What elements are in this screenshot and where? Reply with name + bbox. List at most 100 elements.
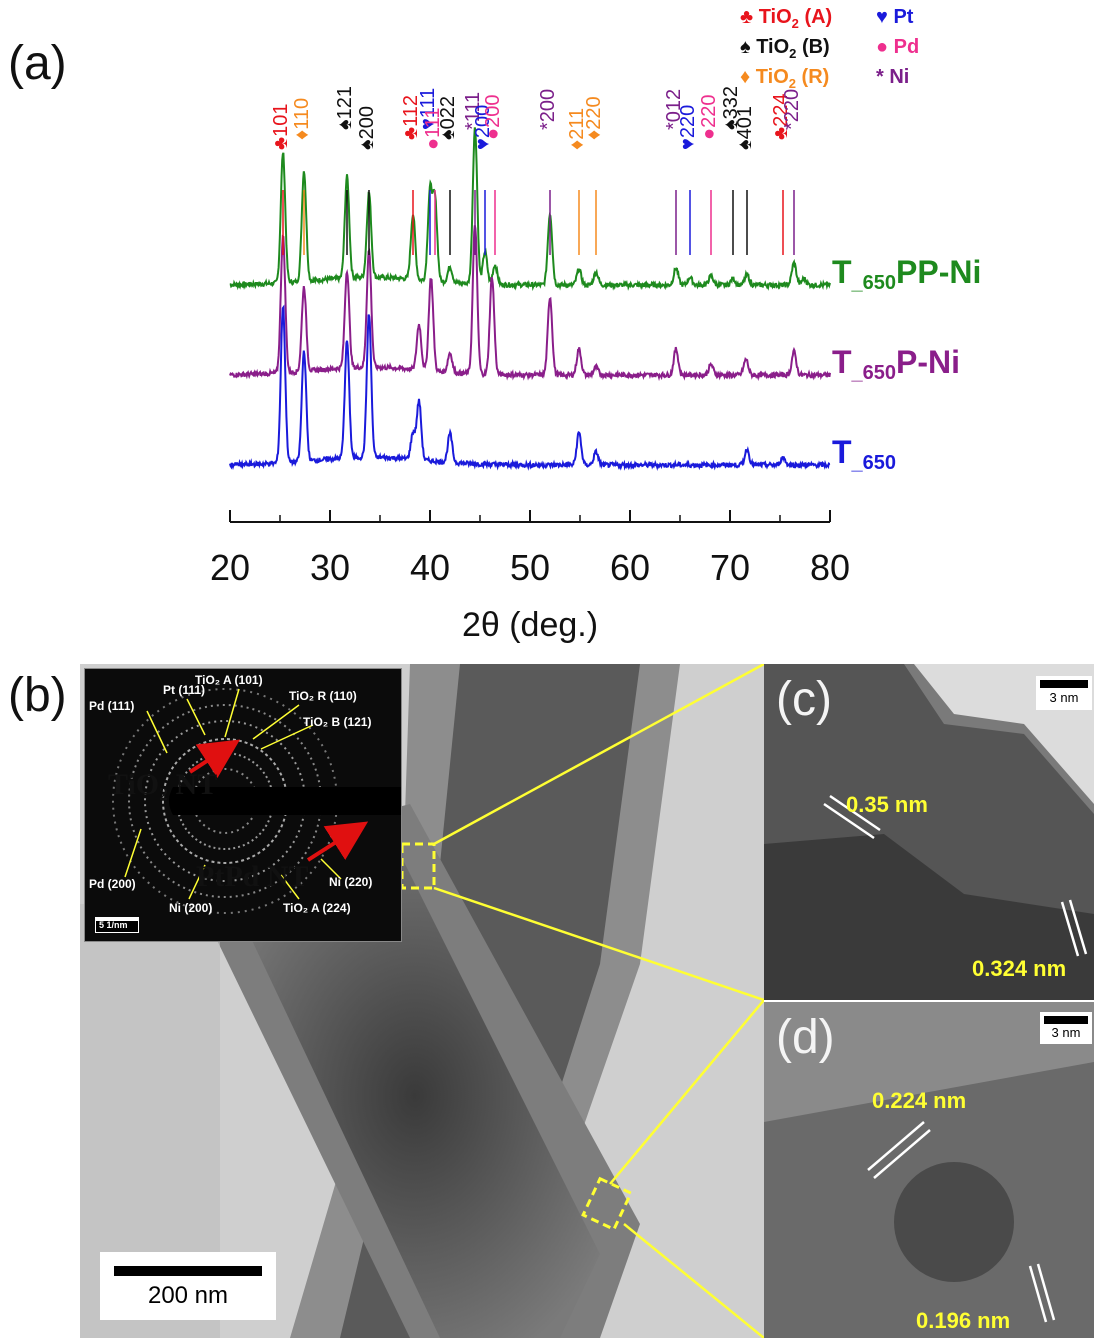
peak-hkl-label: ♣112	[400, 95, 422, 140]
peak-hkl-label: ♣224	[770, 94, 792, 141]
x-tick-label: 80	[810, 547, 850, 588]
heart-icon: ♥	[876, 6, 888, 28]
legend-item-pt: ♥ Pt	[876, 6, 913, 29]
peak-annotation: ♠022	[437, 96, 459, 255]
guide-line	[433, 886, 764, 1002]
legend-suffix: (R)	[795, 66, 830, 88]
legend-label: TiO	[758, 6, 792, 28]
saed-label-pd200: Pd (200)	[89, 877, 136, 891]
legend-label: Pd	[893, 36, 920, 58]
peak-annotation: ♣112	[400, 95, 422, 255]
hrtem-d: (d) 3 nm 0.224 nm 0.196 nm	[764, 1002, 1094, 1338]
legend-item-tio2-r: ♦ TiO2 (R)	[740, 66, 829, 91]
legend-label: Pt	[893, 6, 914, 28]
spade-icon: ♠	[740, 36, 751, 58]
panel-b-label: (b)	[8, 669, 67, 722]
peak-hkl-label: ♠121	[334, 86, 356, 130]
scale-bar-c: 3 nm	[1036, 676, 1092, 710]
peak-hkl-label: ●111	[422, 108, 444, 150]
d-spacing-c2: 0.324 nm	[972, 956, 1067, 981]
scale-bar-d-label: 3 nm	[1051, 1025, 1081, 1040]
peak-annotation: ●111	[422, 108, 444, 255]
hrtem-d-image	[764, 1002, 1094, 1338]
zoom-box-d	[581, 1176, 633, 1232]
peak-hkl-label: ♠401	[734, 106, 756, 150]
saed-scale-label: 5 1/nm	[99, 920, 128, 930]
panel-a-label: (a)	[8, 37, 67, 90]
peak-annotation: ♥111	[417, 88, 439, 255]
legend-item-pd: ● Pd	[876, 36, 919, 59]
peak-annotation: ♥200	[472, 105, 494, 255]
asterisk-icon: *	[876, 66, 884, 88]
zoom-box-c	[400, 842, 436, 890]
peak-annotation: ♣101	[270, 104, 292, 255]
panel-d-label: (d)	[776, 1011, 835, 1064]
peak-annotation: ●200	[482, 95, 504, 255]
peak-annotation: ♦211	[566, 108, 588, 255]
peak-annotation: *111	[462, 92, 484, 255]
nt-arrows	[188, 739, 369, 862]
saed-label-ni200: Ni (200)	[169, 901, 213, 915]
scale-bar-d: 3 nm	[1040, 1012, 1092, 1044]
legend-item-tio2-b: ♠ TiO2 (B)	[740, 36, 830, 61]
peak-hkl-label: ♣101	[270, 104, 292, 151]
scale-bar-label: 200 nm	[147, 1282, 229, 1309]
series-line	[229, 127, 831, 292]
hrtem-c: (c) 3 nm 0.35 nm 0.324 nm	[764, 664, 1094, 1000]
peak-annotation: ♠332	[720, 86, 742, 255]
legend-suffix: (B)	[796, 36, 830, 58]
label-tio2-nt: TiO₂ NT	[108, 768, 218, 801]
peak-annotation: *200	[537, 89, 559, 255]
peak-annotation: *220	[781, 89, 803, 255]
x-tick-label: 70	[710, 547, 750, 588]
x-tick-label: 20	[210, 547, 250, 588]
peak-annotation: ♠401	[734, 106, 756, 255]
peak-hkl-label: ♠200	[356, 106, 378, 150]
saed-label-pd111: Pd (111)	[89, 699, 135, 713]
x-tick-label: 30	[310, 547, 350, 588]
series-line	[229, 304, 831, 472]
peak-annotation: ♦220	[583, 96, 605, 255]
x-tick-label: 60	[610, 547, 650, 588]
series-label: T_650	[832, 434, 896, 474]
dot-icon: ●	[876, 36, 889, 58]
peak-hkl-label: *220	[781, 89, 803, 130]
arrow-ptpd	[306, 821, 369, 862]
legend-sub: 2	[791, 16, 799, 31]
peak-hkl-label: ♠332	[720, 86, 742, 130]
saed-scale-bar: 5 1/nm	[95, 917, 139, 933]
legend-label: TiO	[756, 36, 790, 58]
d-spacing-c1: 0.35 nm	[846, 792, 928, 817]
peak-hkl-label: ♦220	[583, 96, 605, 140]
saed-label-ni220: Ni (220)	[329, 875, 373, 889]
saed-inset: Pt (111) TiO₂ A (101) TiO₂ R (110) TiO₂ …	[84, 668, 402, 942]
guide-line	[609, 999, 764, 1185]
peak-annotation: ♠121	[334, 86, 356, 255]
guide-line	[623, 1223, 764, 1338]
saed-label-pt111: Pt (111)	[163, 683, 206, 697]
legend-item-tio2-a: ♣ TiO2 (A)	[740, 6, 832, 31]
peak-hkl-label: ●220	[698, 95, 720, 140]
peak-hkl-label: *012	[663, 89, 685, 130]
peak-annotation: ♣224	[770, 94, 792, 255]
x-tick-label: 40	[410, 547, 450, 588]
x-tick-label: 50	[510, 547, 550, 588]
scale-bar-200nm: 200 nm	[100, 1252, 276, 1320]
peak-hkl-label: ♥200	[472, 105, 494, 150]
guide-line	[433, 664, 764, 846]
d-spacing-d2: 0.196 nm	[916, 1308, 1011, 1333]
peak-annotation: ♦110	[291, 98, 313, 255]
legend-suffix: (A)	[798, 6, 833, 28]
arrow-tio2	[188, 739, 241, 779]
scale-bar-c-label: 3 nm	[1049, 690, 1079, 705]
peak-hkl-label: ♥220	[677, 105, 699, 150]
tem-image: Pt (111) TiO₂ A (101) TiO₂ R (110) TiO₂ …	[80, 664, 764, 1338]
series-line	[229, 225, 831, 382]
legend-sub: 2	[788, 76, 796, 91]
peak-annotation: *012	[663, 89, 685, 255]
x-axis-label: 2θ (deg.)	[462, 606, 598, 644]
peak-hkl-label: ♦211	[566, 108, 588, 150]
peak-hkl-label: ♦110	[291, 98, 313, 140]
d-spacing-d1: 0.224 nm	[872, 1088, 967, 1113]
saed-label-tio2-b121: TiO₂ B (121)	[303, 715, 372, 729]
